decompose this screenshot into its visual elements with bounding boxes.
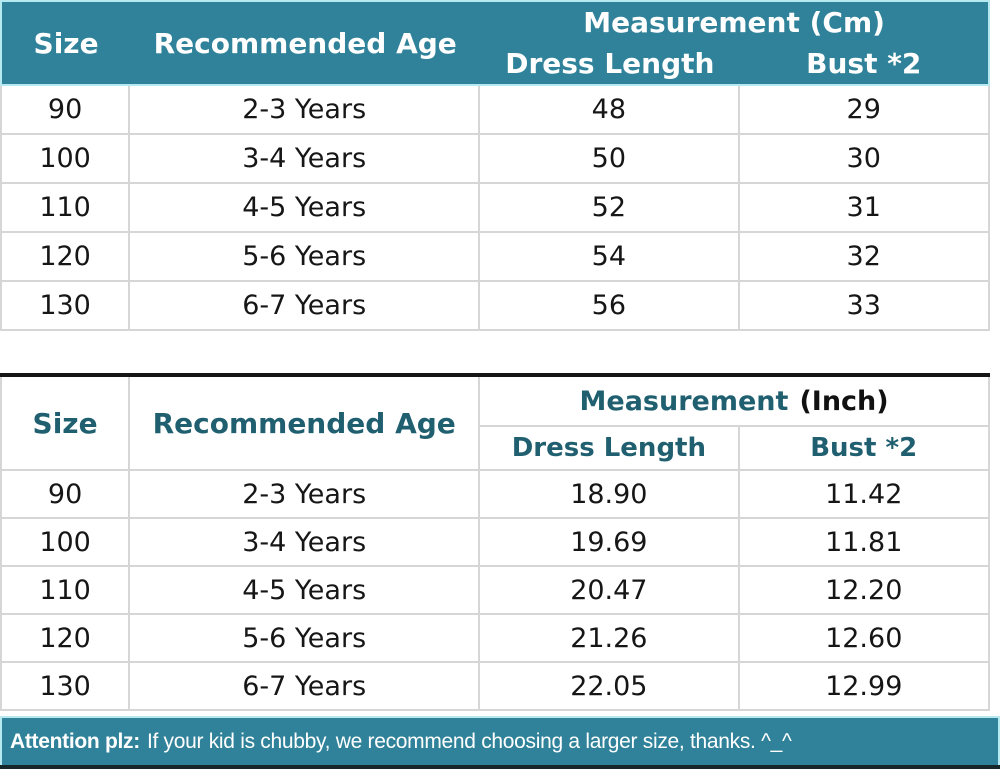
size-cell: 110 xyxy=(2,567,131,613)
bust-cell: 11.42 xyxy=(825,478,903,510)
dress-length-cell: 18.90 xyxy=(480,471,740,517)
age-cell: 6-7 Years xyxy=(130,663,481,709)
bust-cell: 30 xyxy=(846,143,881,174)
table-row: 120 5-6 Years 21.26 12.60 xyxy=(0,615,990,663)
age-cell: 5-6 Years xyxy=(130,233,481,280)
size-cell: 90 xyxy=(2,471,131,517)
bust-cell: 12.99 xyxy=(825,670,903,702)
dress-length-cell: 56 xyxy=(480,282,740,329)
table-row: 100 3-4 Years 19.69 11.81 xyxy=(0,519,990,567)
table-gap xyxy=(0,331,1000,373)
inch-header-measurement-word: Measurement xyxy=(579,385,789,417)
bust-cell: 32 xyxy=(846,241,881,272)
age-cell: 3-4 Years xyxy=(130,519,481,565)
size-cell: 130 xyxy=(2,663,131,709)
bust-cell: 11.81 xyxy=(825,526,903,558)
bottom-edge-line xyxy=(0,765,1000,769)
inch-header-unit: (Inch) xyxy=(799,385,889,417)
inch-table-body: 90 2-3 Years 18.90 11.42 100 3-4 Years 1… xyxy=(0,471,990,711)
age-cell: 4-5 Years xyxy=(130,567,481,613)
bust-cell: 12.20 xyxy=(825,574,903,606)
bust-cell: 31 xyxy=(846,192,881,223)
cm-header-dress-length: Dress Length xyxy=(505,47,715,80)
size-cell: 130 xyxy=(2,282,131,329)
age-cell: 2-3 Years xyxy=(130,86,481,133)
inch-table: Size Recommended Age Measurement (Inch) … xyxy=(0,377,990,711)
cm-header-size: Size xyxy=(33,26,99,60)
divider-line xyxy=(0,373,990,377)
table-row: 110 4-5 Years 52 31 xyxy=(0,184,990,233)
inch-table-header: Size Recommended Age Measurement (Inch) … xyxy=(0,377,990,471)
dress-length-cell: 22.05 xyxy=(480,663,740,709)
cm-header-measurement: Measurement (Cm) xyxy=(583,6,885,39)
cm-header-recommended-age: Recommended Age xyxy=(153,26,457,60)
size-cell: 100 xyxy=(2,519,131,565)
inch-header-recommended-age: Recommended Age xyxy=(130,377,481,469)
size-cell: 90 xyxy=(2,86,131,133)
dress-length-cell: 19.69 xyxy=(480,519,740,565)
age-cell: 3-4 Years xyxy=(130,135,481,182)
cm-table-body: 90 2-3 Years 48 29 100 3-4 Years 50 30 1… xyxy=(0,86,990,331)
age-cell: 5-6 Years xyxy=(130,615,481,661)
dress-length-cell: 50 xyxy=(480,135,740,182)
table-row: 130 6-7 Years 22.05 12.99 xyxy=(0,663,990,711)
bust-cell: 12.60 xyxy=(825,622,903,654)
table-row: 110 4-5 Years 20.47 12.20 xyxy=(0,567,990,615)
table-row: 90 2-3 Years 48 29 xyxy=(0,86,990,135)
inch-header-size: Size xyxy=(2,377,131,469)
dress-length-cell: 21.26 xyxy=(480,615,740,661)
attention-text: If your kid is chubby, we recommend choo… xyxy=(146,729,792,753)
size-cell: 100 xyxy=(2,135,131,182)
table-row: 90 2-3 Years 18.90 11.42 xyxy=(0,471,990,519)
table-row: 130 6-7 Years 56 33 xyxy=(0,282,990,331)
dress-length-cell: 54 xyxy=(480,233,740,280)
bust-cell: 33 xyxy=(846,290,881,321)
size-cell: 110 xyxy=(2,184,131,231)
dress-length-cell: 20.47 xyxy=(480,567,740,613)
attention-note: Attention plz: If your kid is chubby, we… xyxy=(0,716,1000,765)
age-cell: 4-5 Years xyxy=(130,184,481,231)
dress-length-cell: 52 xyxy=(480,184,740,231)
inch-header-dress-length: Dress Length xyxy=(480,427,740,469)
cm-table-header: Size Recommended Age Measurement (Cm) Dr… xyxy=(0,0,990,86)
table-row: 100 3-4 Years 50 30 xyxy=(0,135,990,184)
age-cell: 2-3 Years xyxy=(130,471,481,517)
dress-length-cell: 48 xyxy=(480,86,740,133)
inch-header-bust: Bust *2 xyxy=(810,433,918,463)
table-row: 120 5-6 Years 54 32 xyxy=(0,233,990,282)
age-cell: 6-7 Years xyxy=(130,282,481,329)
inch-header-measurement: Measurement (Inch) xyxy=(480,377,988,427)
size-cell: 120 xyxy=(2,615,131,661)
cm-header-bust: Bust *2 xyxy=(806,47,922,80)
cm-table: Size Recommended Age Measurement (Cm) Dr… xyxy=(0,0,990,331)
size-cell: 120 xyxy=(2,233,131,280)
bust-cell: 29 xyxy=(846,94,881,125)
attention-label: Attention plz: xyxy=(10,729,140,753)
